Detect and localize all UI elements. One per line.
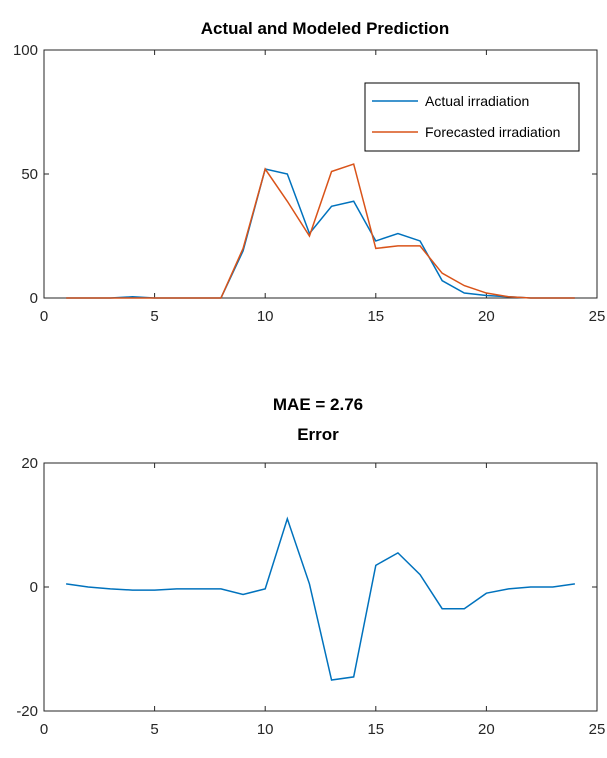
top-x-tick-label: 0 (40, 308, 48, 325)
bottom-x-tick-label: 0 (40, 721, 48, 738)
bottom-y-tick-label: -20 (16, 703, 38, 720)
top-x-tick-label: 25 (589, 308, 606, 325)
top-x-tick-label: 15 (367, 308, 384, 325)
bottom-chart-subtitle: Error (297, 425, 339, 444)
bottom-chart-title: MAE = 2.76 (273, 395, 363, 414)
top-x-tick-label: 10 (257, 308, 274, 325)
top-y-tick-label: 100 (13, 42, 38, 59)
top-x-tick-label: 20 (478, 308, 495, 325)
top-chart: 0 5 10 15 20 25 0 50 100 (13, 42, 605, 325)
legend-label-forecasted: Forecasted irradiation (425, 124, 560, 140)
legend-box (364, 82, 580, 152)
bottom-x-tick-label: 15 (367, 721, 384, 738)
legend-label-actual: Actual irradiation (425, 93, 529, 109)
top-y-tick-label: 50 (21, 166, 38, 183)
bottom-x-tick-label: 25 (589, 721, 606, 738)
bottom-series-line-error (66, 516, 575, 681)
bottom-y-tick-label: 20 (21, 455, 38, 472)
bottom-x-tick-label: 5 (150, 721, 158, 738)
top-chart-title: Actual and Modeled Prediction (201, 19, 449, 38)
bottom-x-tick-label: 10 (257, 721, 274, 738)
top-y-tick-label: 0 (30, 290, 38, 307)
top-x-tick-label: 5 (150, 308, 158, 325)
bottom-x-tick-label: 20 (478, 721, 495, 738)
top-series-line-forecasted-irradiation (66, 163, 575, 299)
legend: Actual irradiation Forecasted irradiatio… (364, 82, 580, 152)
bottom-y-tick-label: 0 (30, 579, 38, 596)
